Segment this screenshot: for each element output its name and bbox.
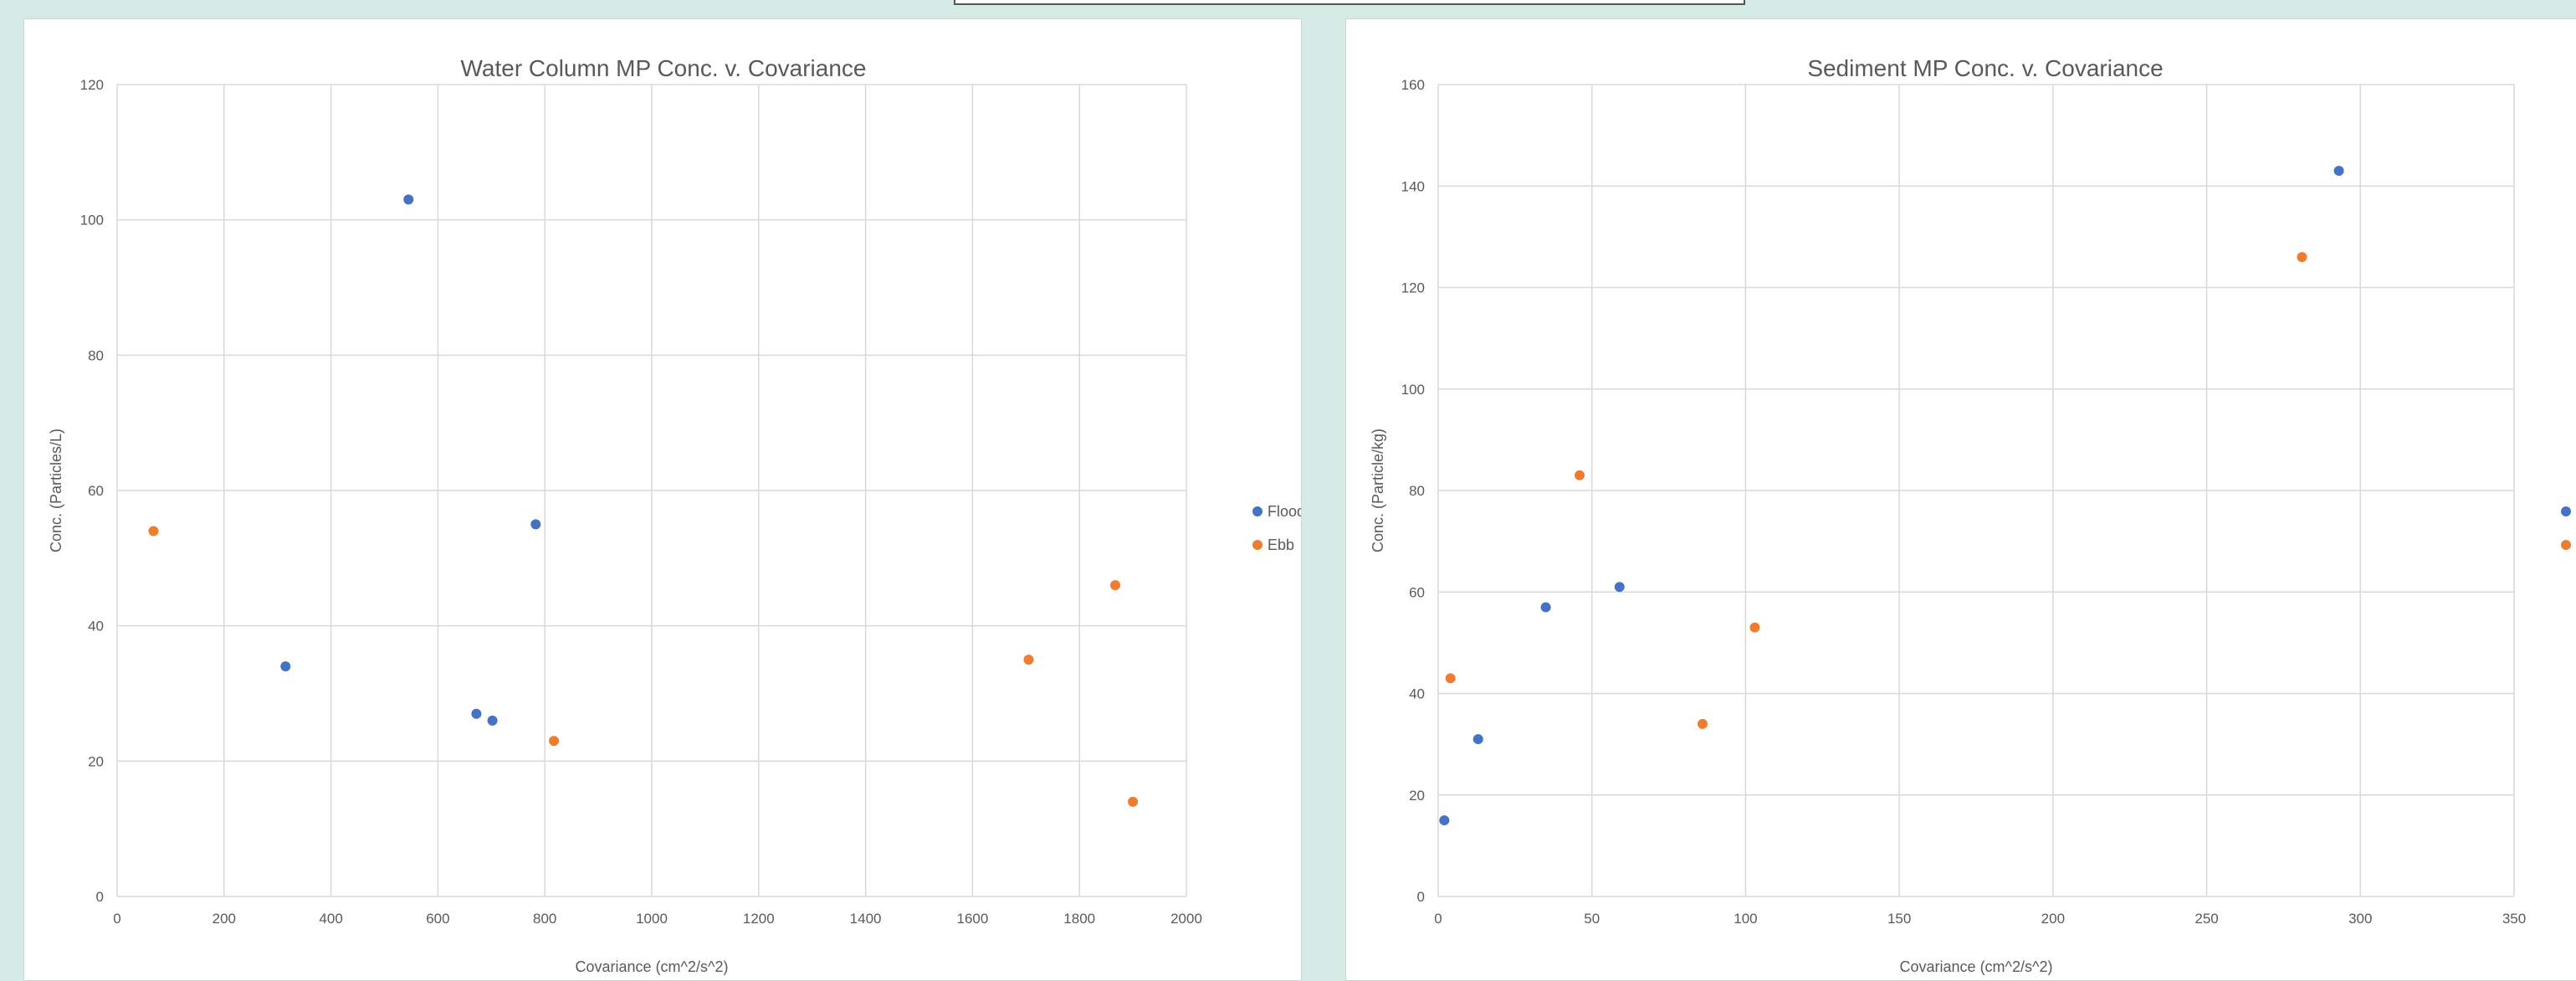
water-column-chart-panel[interactable]: 0 200 400 600 800 1000 1200 1400 1600 1800 2000 0 20… — [23, 18, 1302, 981]
x-tick-label: 0 — [113, 911, 120, 927]
data-point-flood[interactable] — [530, 519, 541, 530]
x-tick-label: 50 — [1584, 911, 1600, 927]
x-tick-label: 1000 — [636, 911, 668, 927]
x-tick-label: 0 — [1434, 911, 1442, 927]
chart-title: Water Column MP Conc. v. Covariance — [461, 55, 867, 81]
y-tick-label: 60 — [88, 483, 104, 499]
y-tick-label: 60 — [1409, 584, 1425, 600]
legend-marker-ebb — [1252, 540, 1262, 550]
sediment-chart-panel[interactable]: 0 50 100 150 200 250 300 350 0 20 40 60 80 100 120 140 1… — [1345, 18, 2576, 981]
data-point-ebb[interactable] — [549, 736, 560, 747]
x-tick-label: 200 — [2041, 911, 2065, 927]
data-point-flood[interactable] — [280, 661, 291, 672]
x-tick-label: 1600 — [956, 911, 988, 927]
y-axis-label: Conc. (Particle/kg) — [1370, 429, 1386, 552]
data-point-ebb[interactable] — [1128, 796, 1139, 807]
data-point-flood[interactable] — [403, 194, 414, 205]
x-tick-label: 600 — [426, 911, 449, 927]
y-tick-label: 80 — [88, 347, 104, 363]
data-point-flood[interactable] — [487, 715, 498, 726]
y-tick-label: 0 — [96, 889, 104, 905]
x-tick-label: 200 — [213, 911, 236, 927]
data-point-e[interactable] — [1445, 673, 1456, 684]
y-tick-label: 20 — [88, 753, 104, 769]
data-point-s[interactable] — [2333, 166, 2344, 177]
legend-marker-flood — [1252, 506, 1262, 516]
data-point-e[interactable] — [2297, 252, 2307, 263]
x-tick-label: 150 — [1887, 911, 1911, 927]
sediment-chart: 0 50 100 150 200 250 300 350 0 20 40 60 80 100 120 140 1… — [1370, 55, 2571, 975]
y-tick-label: 0 — [1417, 889, 1425, 905]
data-point-ebb[interactable] — [148, 526, 159, 537]
y-tick-label: 20 — [1409, 788, 1425, 804]
data-point-s[interactable] — [1614, 582, 1625, 593]
y-tick-label: 100 — [80, 213, 104, 229]
top-box — [954, 0, 1745, 5]
y-tick-label: 80 — [1409, 483, 1425, 499]
x-axis-label: Covariance (cm^2/s^2) — [576, 958, 729, 975]
data-point-s[interactable] — [1439, 815, 1450, 826]
y-tick-label: 100 — [1401, 382, 1425, 398]
data-point-e[interactable] — [1749, 622, 1760, 633]
y-tick-label: 120 — [1401, 280, 1425, 296]
data-point-ebb[interactable] — [1110, 580, 1121, 591]
x-tick-label: 300 — [2348, 911, 2372, 927]
y-tick-label: 160 — [1401, 77, 1425, 93]
legend-marker-s — [2561, 506, 2571, 516]
water-column-chart: 0 200 400 600 800 1000 1200 1400 1600 1800 2000 0 20… — [48, 55, 1302, 975]
y-tick-label: 40 — [88, 619, 104, 634]
y-tick-label: 120 — [80, 77, 104, 93]
legend-marker-e — [2561, 540, 2571, 550]
legend-label: Ebb — [1268, 537, 1294, 553]
y-axis-label: Conc. (Particles/L) — [48, 429, 64, 552]
data-point-e[interactable] — [1575, 470, 1585, 480]
chart-title: Sediment MP Conc. v. Covariance — [1807, 55, 2163, 81]
y-tick-label: 140 — [1401, 178, 1425, 194]
x-tick-label: 800 — [533, 911, 556, 927]
x-tick-label: 1800 — [1063, 911, 1095, 927]
x-tick-label: 1200 — [743, 911, 775, 927]
data-point-s[interactable] — [1540, 602, 1551, 613]
data-point-e[interactable] — [1697, 718, 1708, 729]
y-tick-label: 40 — [1409, 686, 1425, 702]
x-tick-label: 400 — [319, 911, 342, 927]
x-tick-label: 2000 — [1170, 911, 1202, 927]
x-tick-label: 100 — [1734, 911, 1757, 927]
x-tick-label: 350 — [2502, 911, 2526, 927]
legend-label: Flood — [1268, 503, 1302, 520]
x-axis-label: Covariance (cm^2/s^2) — [1900, 958, 2053, 975]
data-point-flood[interactable] — [471, 708, 482, 719]
x-tick-label: 250 — [2194, 911, 2218, 927]
data-point-s[interactable] — [1472, 734, 1483, 745]
x-tick-label: 1400 — [850, 911, 882, 927]
data-point-ebb[interactable] — [1023, 655, 1034, 665]
